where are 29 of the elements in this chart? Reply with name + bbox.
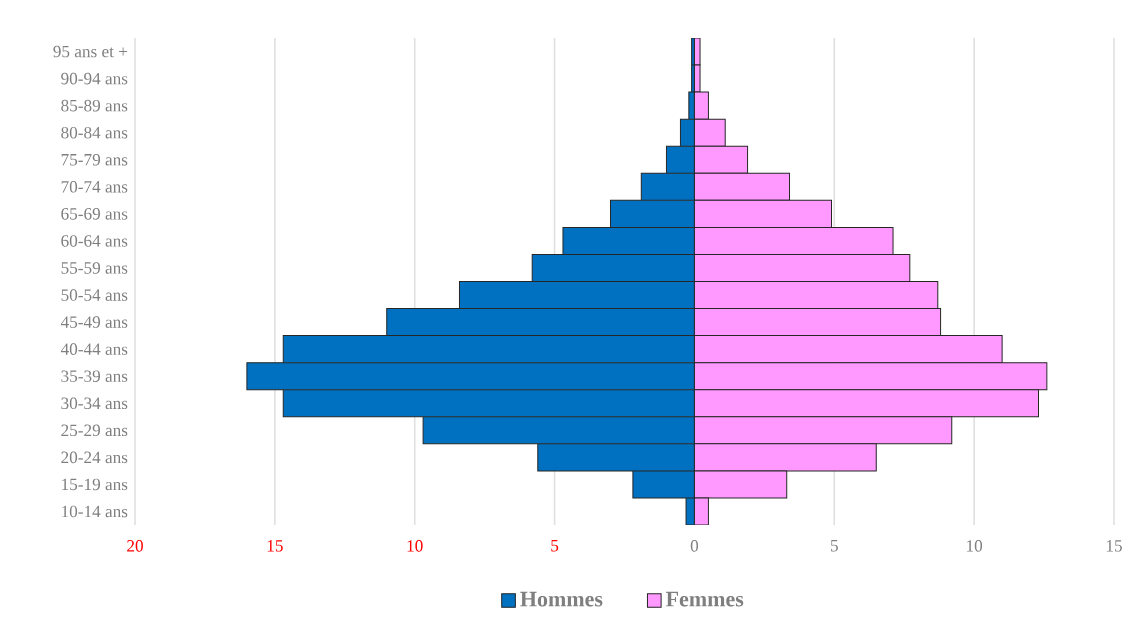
y-tick-label: 45-49 ans [60,316,128,328]
y-tick-label: 95 ans et + [53,45,128,58]
x-tick-label: 10 [967,540,983,552]
bar [632,470,695,499]
y-tick-label: 55-59 ans [61,262,128,274]
x-tick-label: 5 [830,540,838,552]
y-tick-label: 10-14 ans [62,505,128,518]
legend-label: Femmes [665,591,744,607]
y-tick-label: 80-84 ans [61,126,128,139]
x-tick-label: 20 [127,540,143,552]
x-tick-label: 0 [690,540,699,552]
x-tick-label: 15 [267,540,283,552]
y-tick-label: 85-89 ans [61,99,128,112]
y-tick-label: 40-44 ans [60,343,128,355]
x-tick-label: 5 [551,540,559,552]
y-tick-label: 65-69 ans [61,208,128,220]
y-tick-label: 25-29 ans [61,424,128,437]
y-tick-label: 35-39 ans [61,370,128,382]
y-tick-label: 20-24 ans [61,451,128,464]
y-tick-label: 30-34 ans [61,397,128,410]
x-tick-label: 10 [407,540,423,552]
y-tick-label: 75-79 ans [61,153,128,166]
x-tick-label: 15 [1106,540,1122,552]
y-tick-label: 15-19 ans [62,478,128,491]
y-tick-label: 60-64 ans [61,235,128,247]
y-tick-label: 90-94 ans [61,72,128,85]
y-tick-label: 70-74 ans [61,181,128,193]
y-tick-label: 50-54 ans [61,289,128,301]
legend-label: Hommes [520,591,603,607]
